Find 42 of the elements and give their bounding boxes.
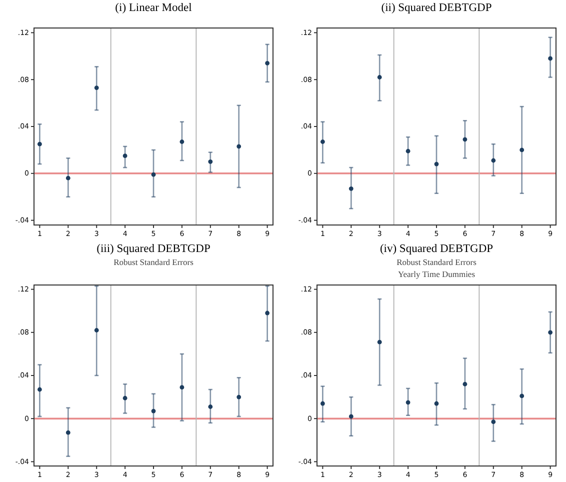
point [491,158,496,163]
point [66,176,70,180]
point [180,140,184,144]
point [434,401,439,406]
chart-title: (i) Linear Model [115,2,192,14]
point [94,328,99,332]
chart-title: (ii) Squared DEBTGDP [381,2,492,14]
point [122,396,128,400]
point [520,394,524,398]
point [236,144,242,149]
point [348,414,354,419]
point [151,172,156,177]
point [94,86,99,90]
point [122,154,128,158]
point [265,310,270,316]
point [377,340,382,344]
point [66,430,70,435]
point [434,162,439,166]
point [377,75,382,80]
point [151,408,156,414]
point [236,394,242,400]
point [208,404,213,409]
point [37,387,42,392]
point [406,148,410,154]
point [520,148,524,152]
chart-subtitle: Robust Standard Errors Yearly Time Dummies [396,257,476,279]
chart-title: (iii) Squared DEBTGDP [96,243,210,255]
point [548,330,553,335]
point [491,420,496,424]
point [208,159,213,164]
chart-title: (iv) Squared DEBTGDP [380,243,494,255]
point [320,401,325,406]
point [462,382,468,386]
point [462,137,468,142]
point [265,60,270,66]
point [348,186,354,191]
point [406,400,410,405]
chart-subtitle: Robust Standard Errors [114,257,194,267]
point [180,385,184,390]
point [320,140,325,144]
point [37,142,42,146]
point [548,56,553,61]
